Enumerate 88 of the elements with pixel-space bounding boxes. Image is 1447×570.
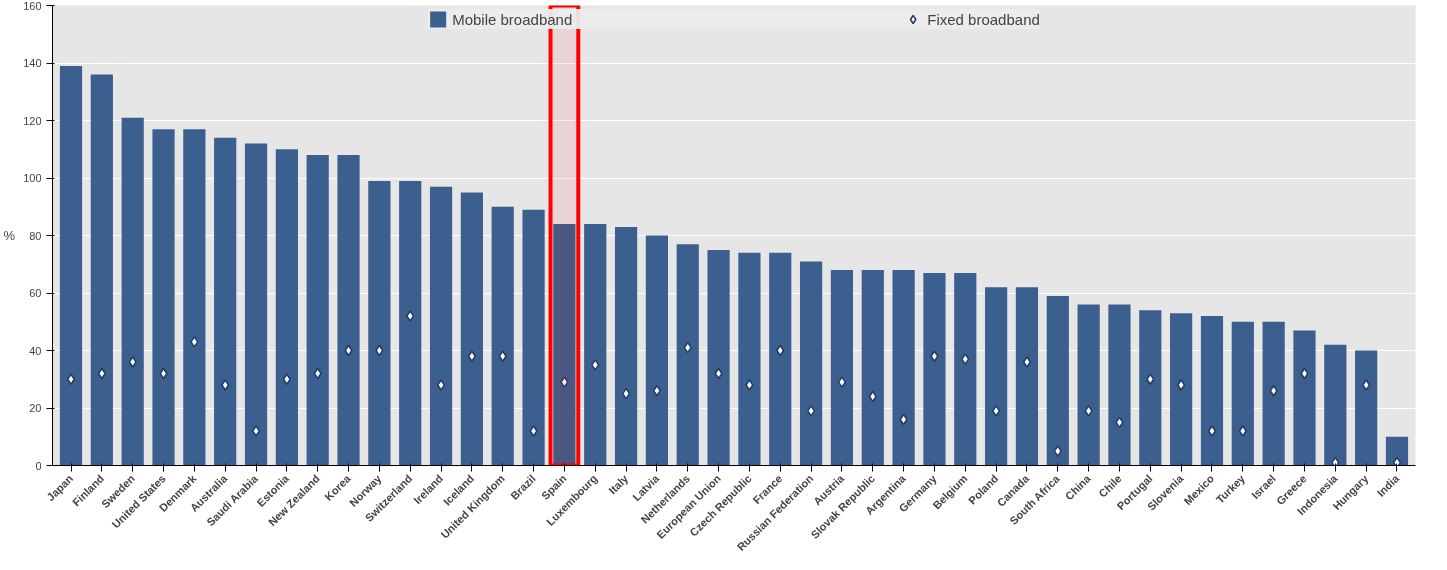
point [837, 376, 847, 388]
point [221, 379, 230, 391]
point [1331, 456, 1340, 466]
y-tick-label: 140 [23, 57, 42, 69]
bar [1077, 304, 1100, 466]
point [436, 379, 446, 391]
point [1269, 385, 1278, 397]
y-tick-label: 100 [23, 172, 42, 184]
bar [1324, 344, 1347, 466]
bar [306, 155, 329, 466]
point [560, 376, 569, 388]
bar [614, 226, 638, 466]
legend-label: Fixed broadband [927, 10, 1040, 28]
point [1238, 425, 1247, 437]
point [282, 373, 291, 385]
point [1084, 405, 1093, 417]
point [1207, 425, 1217, 437]
point [992, 405, 1001, 417]
bar [1015, 287, 1039, 466]
bar [1262, 321, 1285, 466]
bar [584, 224, 607, 466]
bar [892, 270, 915, 466]
point [66, 373, 76, 385]
bar [183, 129, 206, 466]
bar [460, 192, 483, 466]
point [128, 356, 137, 368]
y-tick-label: 80 [29, 229, 42, 242]
y-tick-label: 120 [23, 114, 42, 127]
point [652, 385, 661, 397]
y-tick-label: 40 [29, 344, 42, 357]
bar [337, 155, 360, 466]
point [498, 350, 507, 362]
y-axis-title: % [3, 228, 16, 243]
point [1392, 456, 1402, 466]
bar [676, 244, 699, 466]
bar [152, 129, 175, 466]
bar [1385, 436, 1409, 466]
y-tick-label: 0 [35, 459, 42, 472]
y-tick-label: 160 [23, 0, 42, 12]
bar [954, 272, 977, 466]
point [1146, 373, 1155, 385]
bar [59, 65, 83, 466]
bar [429, 186, 453, 466]
bar [769, 252, 792, 466]
point [807, 405, 816, 417]
bar [275, 149, 298, 466]
bar [1231, 321, 1254, 466]
bar [707, 249, 730, 466]
point [251, 425, 261, 437]
point [190, 336, 199, 348]
bar [90, 74, 113, 466]
point [406, 310, 415, 322]
point [930, 350, 939, 362]
bar [1293, 330, 1316, 466]
y-tick-label: 20 [29, 402, 42, 414]
bar [1046, 295, 1069, 466]
bar [553, 224, 576, 466]
bar [1170, 313, 1193, 466]
bar [1139, 310, 1162, 466]
y-tick-label: 60 [29, 287, 42, 299]
point [1053, 445, 1062, 457]
bar [1108, 304, 1131, 466]
bar [522, 209, 545, 466]
bar [121, 117, 144, 466]
bar [861, 270, 884, 466]
point [467, 350, 476, 362]
bar [1200, 316, 1224, 466]
point [621, 387, 631, 400]
point [529, 425, 538, 437]
bar [738, 252, 761, 466]
bar [399, 180, 422, 466]
point [1177, 379, 1186, 391]
bar [214, 137, 237, 466]
bar [645, 235, 669, 466]
bar [923, 272, 946, 466]
point [1022, 356, 1032, 368]
point [591, 359, 600, 371]
bar [491, 206, 514, 466]
bar [985, 287, 1008, 466]
bar [368, 180, 391, 466]
bar [830, 270, 854, 466]
bar [244, 143, 268, 466]
bar [799, 261, 823, 466]
bar [1355, 350, 1378, 466]
point [745, 379, 754, 391]
point [961, 353, 970, 365]
legend-label: Mobile broadband [452, 10, 573, 28]
point [1362, 379, 1371, 391]
